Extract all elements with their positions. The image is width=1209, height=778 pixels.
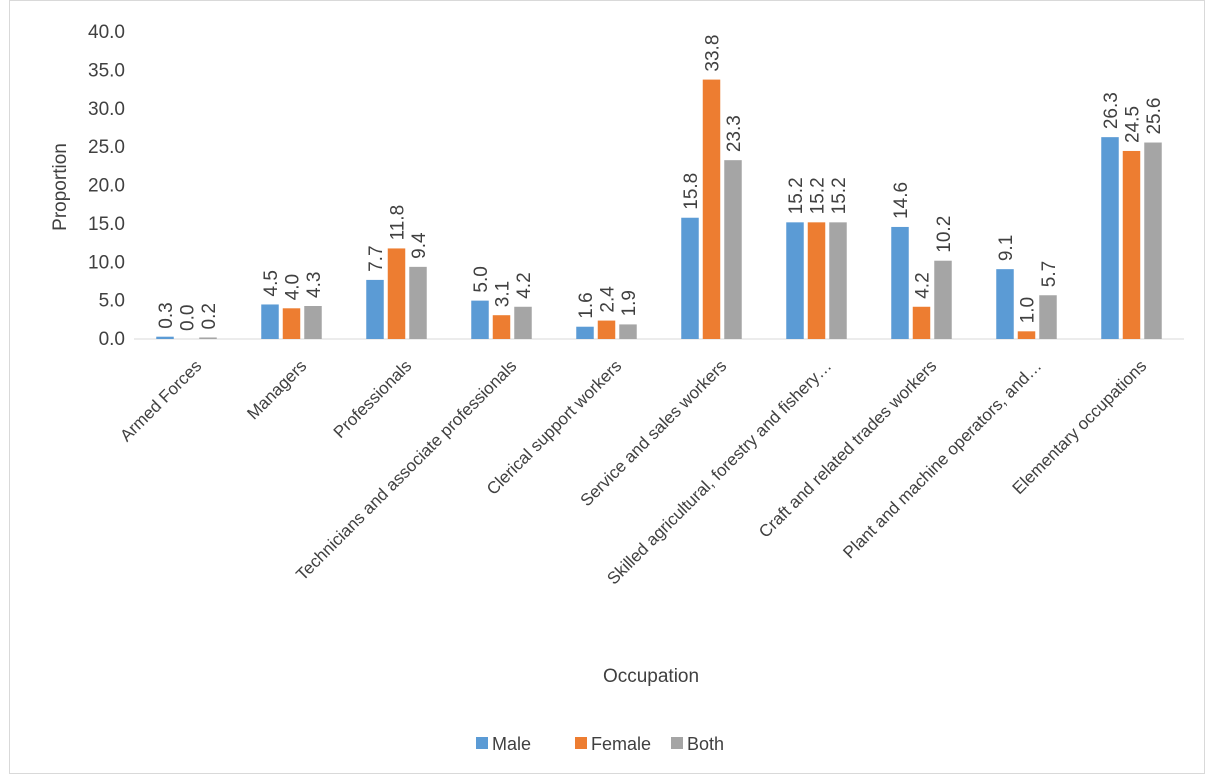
- y-axis-title: Proportion: [50, 143, 71, 231]
- data-label: 25.6: [1144, 98, 1165, 135]
- data-label: 15.2: [829, 177, 850, 214]
- bars: [156, 79, 1162, 340]
- data-label: 5.7: [1039, 261, 1060, 287]
- data-label: 7.7: [366, 245, 387, 271]
- bar-female: [597, 320, 616, 339]
- legend-label: Female: [591, 734, 651, 754]
- bar-both: [304, 305, 322, 339]
- bar-male: [471, 300, 489, 339]
- data-label: 4.3: [304, 272, 325, 298]
- data-label: 1.6: [576, 292, 597, 318]
- bar-female: [807, 222, 826, 339]
- bar-female: [282, 308, 301, 339]
- data-labels: 0.3 0.0 0.24.5 4.0 4.37.711.89.45.03.1 4.21.6…: [156, 35, 1165, 331]
- bar-both: [1039, 295, 1057, 339]
- data-label: 5.0: [471, 266, 492, 292]
- y-tick-label: 10.0: [88, 252, 125, 273]
- data-label: 4.2: [913, 272, 934, 298]
- bar-both: [409, 266, 427, 339]
- bar-male: [1101, 137, 1119, 339]
- bar-female: [387, 248, 406, 339]
- x-axis-category-labels: Armed Forces Managers ProfessionalsTechnic…: [116, 356, 1150, 588]
- bar-male: [156, 336, 174, 339]
- data-label: 23.3: [724, 115, 745, 152]
- y-tick-label: 0.0: [99, 329, 125, 350]
- bar-chart: 0.05.010.015.020.025.030.035.040.0 0.3 0.…: [50, 22, 1184, 754]
- bar-male: [996, 269, 1014, 339]
- data-label: 4.0: [283, 274, 304, 300]
- bar-both: [724, 160, 742, 339]
- data-label: 0.2: [199, 303, 220, 329]
- data-label: 15.8: [681, 173, 702, 210]
- chart-frame: 0.0 5.0 10.0 15.0 20.0 25.0 30.0 35.0 40.0 0.3 0.…: [9, 0, 1205, 774]
- data-label: 4.5: [261, 270, 282, 296]
- data-label: 0.3: [156, 302, 177, 328]
- data-label: 1.9: [619, 290, 640, 316]
- bar-male: [891, 226, 909, 339]
- legend: Male Female Both: [476, 734, 724, 754]
- data-label: 24.5: [1123, 106, 1144, 143]
- legend-label: Male: [492, 734, 531, 754]
- bar-female: [1122, 150, 1141, 339]
- data-label: 14.6: [891, 182, 912, 219]
- legend-label: Both: [687, 734, 724, 754]
- legend-swatch-female: [575, 737, 587, 749]
- y-tick-label: 40.0: [88, 22, 125, 43]
- bar-both: [199, 337, 217, 339]
- bar-male: [366, 279, 384, 339]
- bar-both: [829, 222, 847, 339]
- y-tick-label: 20.0: [88, 176, 125, 197]
- data-label: 3.1: [493, 281, 514, 307]
- bar-female: [912, 306, 931, 339]
- data-label: 9.4: [409, 232, 430, 259]
- y-tick-label: 35.0: [88, 60, 125, 81]
- data-label: 1.0: [1018, 297, 1039, 323]
- legend-swatch-male: [476, 737, 488, 749]
- data-label: 0.0: [178, 305, 199, 331]
- bar-male: [786, 222, 804, 339]
- data-label: 11.8: [388, 205, 409, 241]
- data-label: 15.2: [808, 177, 829, 214]
- x-category-label: Skilled agricultural, forestry and fishe…: [603, 356, 835, 588]
- data-label: 2.4: [598, 286, 619, 313]
- data-label: 15.2: [786, 177, 807, 214]
- x-category-label: Professionals: [330, 356, 416, 442]
- x-category-label: Plant and machine operators, and…: [839, 356, 1045, 562]
- bar-male: [261, 304, 279, 339]
- data-label: 33.8: [703, 35, 724, 72]
- data-label: 10.2: [934, 216, 955, 253]
- bar-male: [576, 326, 594, 339]
- bar-female: [492, 315, 511, 339]
- x-category-label: Technicians and associate professionals: [292, 356, 520, 584]
- data-label: 9.1: [996, 235, 1017, 261]
- bar-male: [681, 217, 699, 339]
- y-tick-label: 15.0: [88, 214, 125, 235]
- x-axis-title: Occupation: [603, 666, 699, 687]
- y-tick-label: 30.0: [88, 99, 125, 120]
- y-tick-label: 5.0: [99, 291, 125, 312]
- x-category-label: Managers: [243, 356, 310, 423]
- bar-both: [514, 306, 532, 339]
- bar-female: [702, 79, 721, 340]
- data-label: 26.3: [1101, 92, 1122, 129]
- x-category-label: Craft and related trades workers: [755, 356, 940, 541]
- y-tick-label: 25.0: [88, 137, 125, 158]
- data-label: 4.2: [514, 272, 535, 298]
- bar-female: [1017, 331, 1036, 339]
- bar-both: [1144, 142, 1162, 339]
- bar-both: [934, 260, 952, 339]
- y-axis-ticks: 0.0 5.0 10.0 15.0 20.0 25.0 30.0 35.0 40.0: [88, 22, 125, 350]
- x-category-label: Armed Forces: [116, 356, 205, 445]
- bar-both: [619, 324, 637, 339]
- legend-swatch-both: [671, 737, 683, 749]
